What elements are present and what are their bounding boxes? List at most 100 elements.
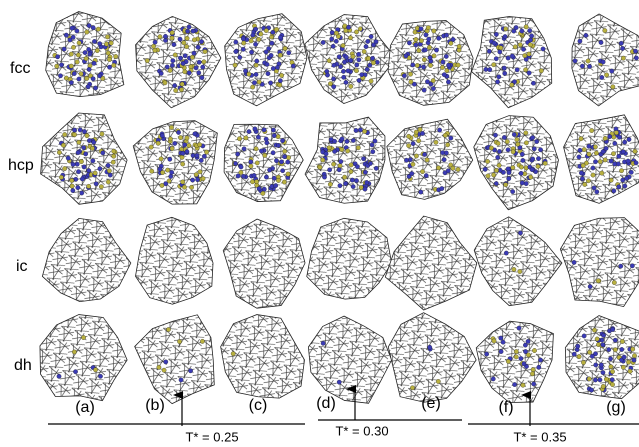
atom — [530, 167, 534, 171]
atom — [106, 163, 110, 167]
atom — [365, 67, 369, 71]
atom — [487, 49, 491, 53]
atom — [510, 189, 514, 193]
atom — [536, 156, 540, 160]
atom — [587, 152, 591, 156]
atom — [231, 351, 235, 355]
atom — [620, 347, 624, 351]
atom — [512, 132, 516, 136]
atom — [325, 73, 329, 77]
atom — [282, 180, 286, 184]
atom — [287, 51, 291, 55]
atom — [271, 151, 275, 155]
atom — [515, 68, 519, 72]
atom — [426, 25, 430, 29]
atom — [169, 174, 173, 178]
atom — [70, 184, 74, 188]
atom — [428, 63, 432, 67]
atom — [91, 26, 95, 30]
atom — [181, 180, 185, 184]
atom — [252, 81, 256, 85]
atom — [445, 143, 449, 147]
atom — [348, 36, 352, 40]
atom — [172, 83, 176, 87]
atom — [604, 73, 608, 77]
atom — [362, 129, 366, 133]
atom — [519, 171, 523, 175]
atom — [263, 153, 267, 157]
atom — [409, 80, 413, 84]
atom — [578, 39, 582, 43]
atom — [342, 175, 346, 179]
atom — [402, 74, 406, 78]
atom — [114, 54, 118, 58]
atom — [363, 187, 367, 191]
atom — [504, 251, 508, 255]
atom — [243, 69, 247, 73]
atom — [200, 75, 204, 79]
atom — [530, 372, 534, 376]
atom — [504, 182, 508, 186]
atom — [249, 39, 253, 43]
atom — [70, 26, 74, 30]
atom — [275, 65, 279, 69]
atom — [622, 355, 626, 359]
atom — [97, 74, 101, 78]
atom — [612, 280, 616, 284]
atom — [507, 170, 511, 174]
atom — [497, 149, 501, 153]
atom — [627, 137, 631, 141]
atom — [611, 85, 615, 89]
atom — [88, 52, 92, 56]
atom — [171, 58, 175, 62]
atom — [599, 363, 603, 367]
cluster-mesh — [221, 315, 305, 399]
atom — [593, 160, 597, 164]
atom — [524, 25, 528, 29]
atom — [86, 85, 90, 89]
atom — [259, 32, 263, 36]
atom — [524, 141, 528, 145]
atom — [366, 56, 370, 60]
atom — [488, 67, 492, 71]
atom — [276, 143, 280, 147]
atom — [95, 48, 99, 52]
atom — [181, 61, 185, 65]
atom — [271, 66, 275, 70]
atom — [424, 33, 428, 37]
atom — [189, 185, 193, 189]
atom — [510, 83, 514, 87]
atom — [257, 187, 261, 191]
atom — [71, 188, 75, 192]
atom — [419, 190, 423, 194]
atom — [507, 176, 511, 180]
atom — [203, 49, 207, 53]
atom — [619, 41, 623, 45]
atom — [182, 185, 186, 189]
atom — [179, 87, 183, 91]
atom — [73, 370, 77, 374]
atom — [423, 48, 427, 52]
atom — [346, 149, 350, 153]
atom — [75, 162, 79, 166]
atom — [514, 349, 518, 353]
atom — [105, 35, 109, 39]
atom — [79, 72, 83, 76]
atom — [72, 132, 76, 136]
atom — [201, 65, 205, 69]
atom — [424, 173, 428, 177]
atom — [601, 60, 605, 64]
atom — [532, 382, 536, 386]
atom — [183, 69, 187, 73]
atom — [278, 79, 282, 83]
atom — [634, 161, 638, 165]
atom — [332, 149, 336, 153]
atom — [185, 149, 189, 153]
atom — [76, 53, 80, 57]
atom — [278, 53, 282, 57]
atom — [58, 74, 62, 78]
atom — [486, 174, 490, 178]
atom — [530, 157, 534, 161]
atom — [446, 63, 450, 67]
atom — [436, 379, 440, 383]
